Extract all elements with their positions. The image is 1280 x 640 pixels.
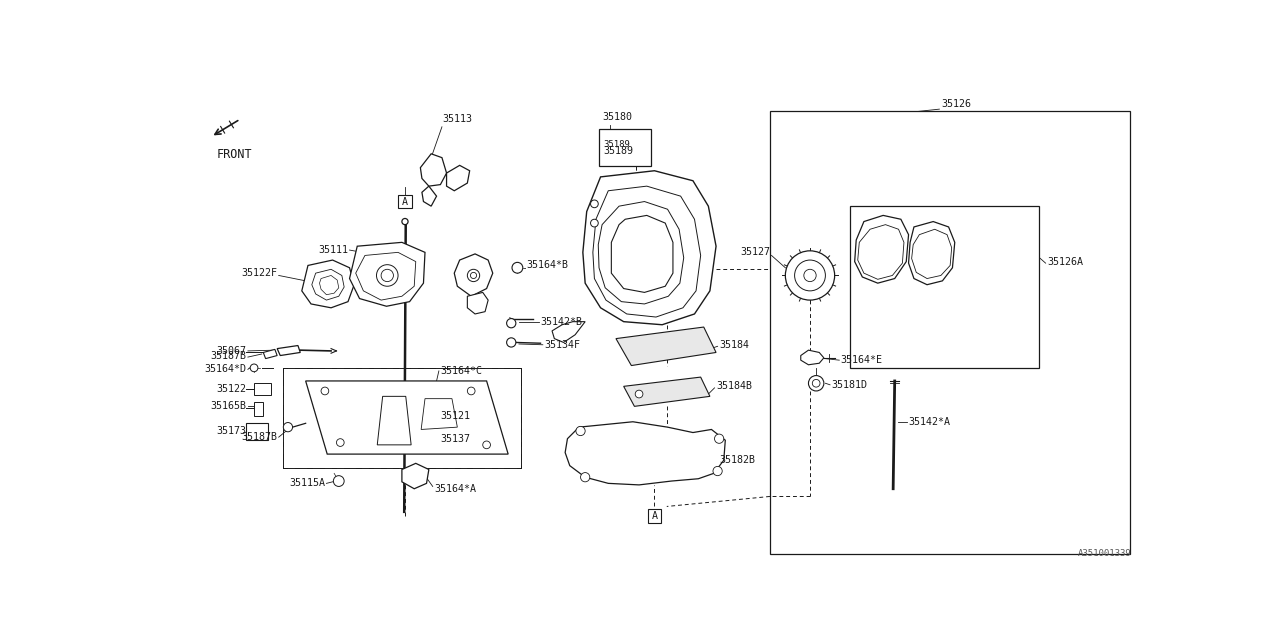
Text: 35164*D: 35164*D — [205, 364, 246, 374]
Polygon shape — [420, 154, 447, 186]
Text: 35164*B: 35164*B — [526, 260, 568, 271]
Text: FRONT: FRONT — [218, 148, 252, 161]
Text: 35189: 35189 — [604, 140, 631, 149]
Polygon shape — [593, 186, 700, 317]
Polygon shape — [278, 346, 301, 356]
Polygon shape — [378, 396, 411, 445]
Text: 35121: 35121 — [440, 411, 471, 420]
Polygon shape — [623, 377, 710, 406]
Text: 35184B: 35184B — [716, 381, 753, 391]
Circle shape — [809, 376, 824, 391]
Text: 35142*A: 35142*A — [909, 417, 951, 427]
Text: 35184: 35184 — [719, 340, 749, 349]
Circle shape — [402, 218, 408, 225]
Text: 35067: 35067 — [216, 346, 246, 356]
Bar — [599, 129, 652, 166]
Text: 35187B: 35187B — [210, 351, 246, 360]
Polygon shape — [616, 327, 716, 365]
Circle shape — [813, 380, 820, 387]
Circle shape — [512, 262, 522, 273]
Polygon shape — [454, 254, 493, 296]
Polygon shape — [302, 260, 355, 308]
Circle shape — [804, 269, 817, 282]
Polygon shape — [598, 202, 684, 304]
Text: A: A — [652, 511, 658, 521]
Text: 35189: 35189 — [604, 146, 634, 156]
Circle shape — [581, 472, 590, 482]
Circle shape — [786, 251, 835, 300]
Text: 35127: 35127 — [740, 247, 771, 257]
Text: A: A — [402, 196, 408, 207]
Polygon shape — [447, 165, 470, 191]
Circle shape — [507, 319, 516, 328]
Polygon shape — [402, 463, 429, 489]
Polygon shape — [320, 275, 339, 294]
Polygon shape — [855, 216, 909, 283]
Circle shape — [714, 434, 723, 444]
Circle shape — [376, 265, 398, 286]
Circle shape — [250, 364, 257, 372]
Text: 35111: 35111 — [317, 245, 348, 255]
Text: 35164*E: 35164*E — [841, 355, 883, 365]
Circle shape — [507, 338, 516, 347]
Circle shape — [467, 387, 475, 395]
Text: 35134F: 35134F — [544, 340, 580, 349]
Polygon shape — [911, 229, 952, 278]
Text: 35115A: 35115A — [289, 478, 325, 488]
Bar — [246, 423, 268, 440]
Text: A351001339: A351001339 — [1078, 549, 1132, 558]
Bar — [771, 111, 1130, 554]
Polygon shape — [612, 216, 673, 292]
Circle shape — [590, 220, 598, 227]
Bar — [850, 206, 1038, 368]
Text: 35122F: 35122F — [241, 268, 278, 278]
Polygon shape — [264, 349, 278, 358]
Text: 35165B: 35165B — [210, 401, 246, 412]
Polygon shape — [552, 322, 585, 342]
Polygon shape — [312, 269, 344, 300]
Polygon shape — [909, 221, 955, 285]
Circle shape — [333, 476, 344, 486]
Polygon shape — [566, 422, 726, 485]
Circle shape — [635, 390, 643, 398]
Polygon shape — [801, 350, 824, 365]
Text: 35164*C: 35164*C — [440, 366, 483, 376]
Text: 35122: 35122 — [216, 383, 246, 394]
Bar — [253, 383, 271, 395]
Polygon shape — [349, 243, 425, 307]
Text: 35113: 35113 — [442, 114, 472, 124]
Circle shape — [483, 441, 490, 449]
Circle shape — [337, 438, 344, 447]
Circle shape — [381, 269, 393, 282]
Circle shape — [283, 422, 293, 432]
Polygon shape — [422, 186, 436, 206]
Circle shape — [471, 273, 476, 278]
Circle shape — [590, 200, 598, 208]
Text: 35187B: 35187B — [241, 432, 278, 442]
Text: 35126: 35126 — [941, 99, 972, 109]
Circle shape — [321, 387, 329, 395]
Circle shape — [467, 269, 480, 282]
Bar — [283, 368, 521, 468]
Polygon shape — [356, 252, 416, 300]
Circle shape — [795, 260, 826, 291]
Text: 35164*A: 35164*A — [434, 484, 476, 493]
Polygon shape — [858, 225, 904, 279]
Text: 35180: 35180 — [602, 112, 632, 122]
Text: 35137: 35137 — [440, 434, 471, 444]
Text: 35181D: 35181D — [832, 380, 868, 390]
Polygon shape — [582, 171, 716, 324]
Polygon shape — [421, 399, 457, 429]
Text: 35182B: 35182B — [719, 455, 755, 465]
Bar — [398, 195, 412, 209]
Circle shape — [713, 467, 722, 476]
Polygon shape — [467, 292, 488, 314]
Bar — [648, 509, 662, 523]
Text: 35126A: 35126A — [1047, 257, 1083, 267]
Text: 35173: 35173 — [216, 426, 246, 436]
Circle shape — [576, 426, 585, 436]
Polygon shape — [306, 381, 508, 454]
Text: 35142*B: 35142*B — [540, 317, 582, 326]
Bar — [253, 402, 264, 415]
